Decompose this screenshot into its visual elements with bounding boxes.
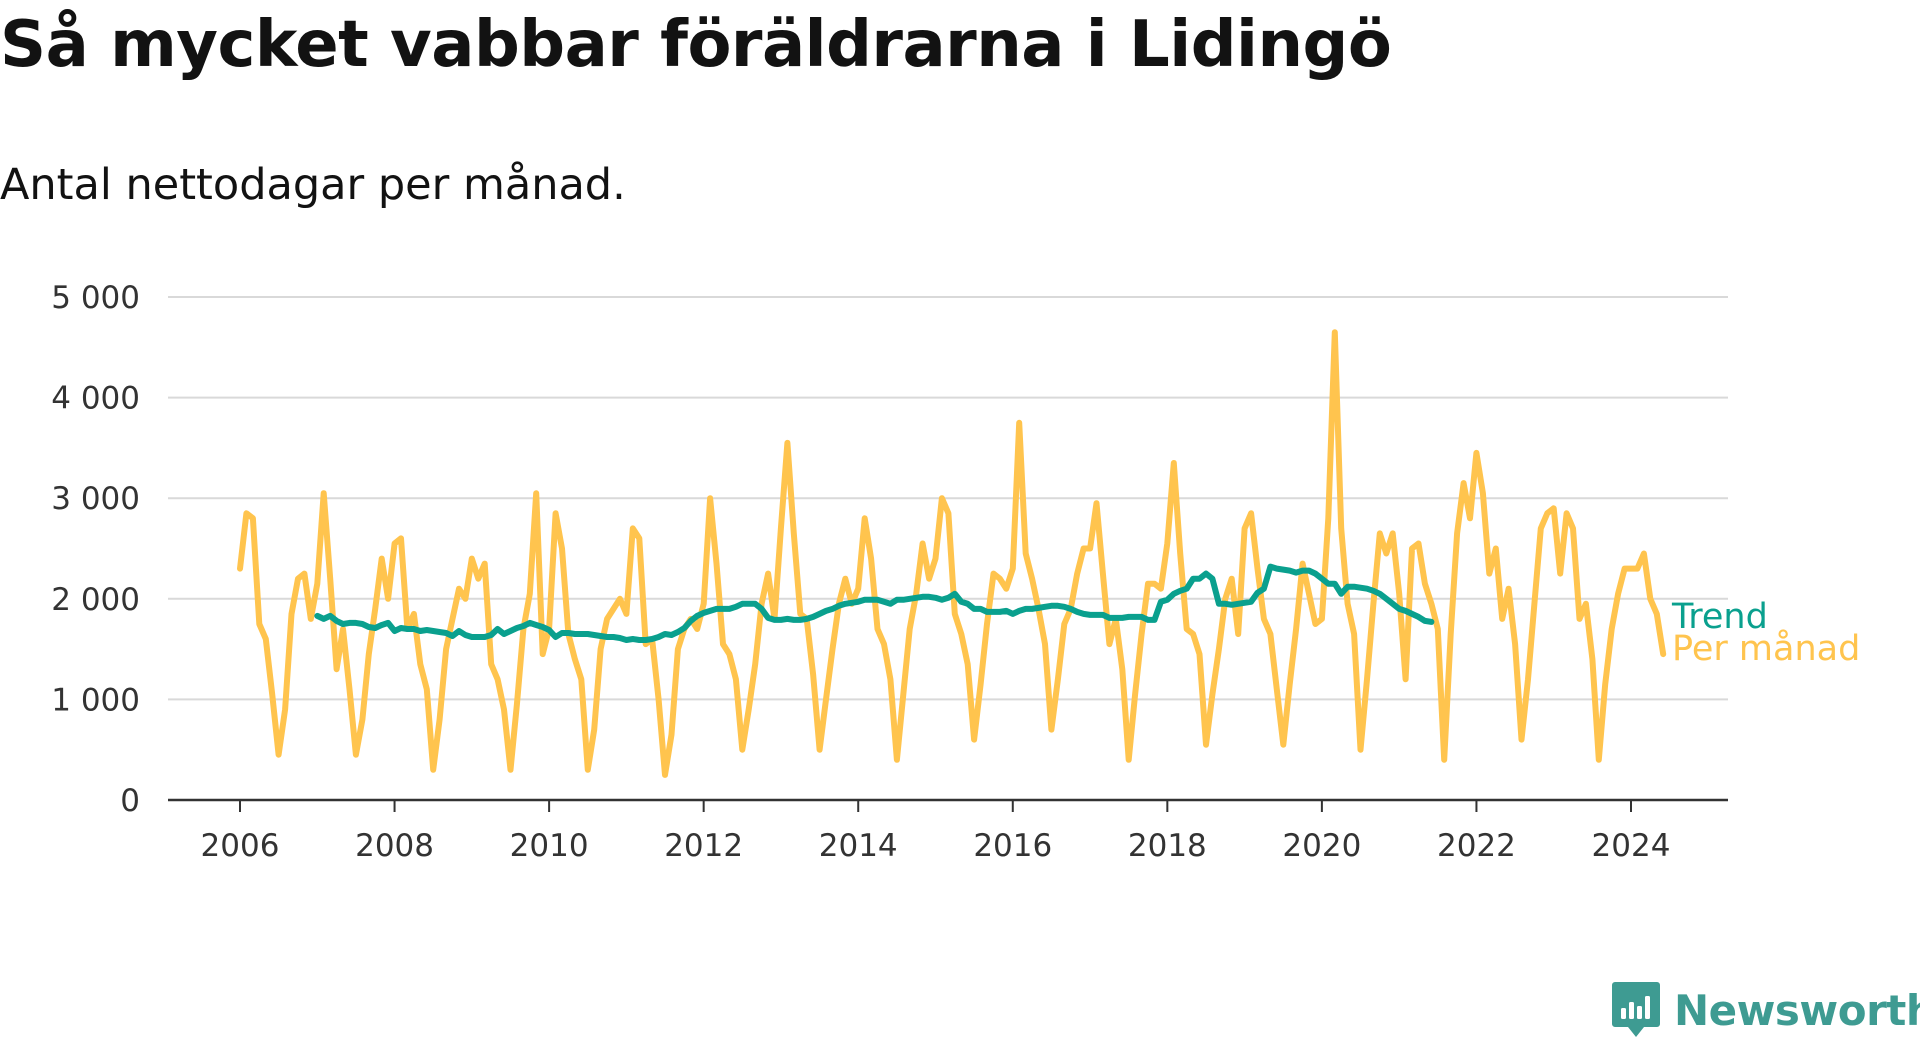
y-tick-label: 0 (120, 783, 140, 819)
x-tick-label: 2022 (1437, 828, 1516, 864)
x-tick-label: 2018 (1128, 828, 1207, 864)
page-title: Så mycket vabbar föräldrarna i Lidingö (0, 8, 1392, 82)
series-line-trend (314, 563, 1435, 643)
y-tick-label: 2 000 (51, 582, 140, 618)
x-tick-label: 2008 (355, 828, 434, 864)
x-tick-label: 2012 (664, 828, 743, 864)
series-label-per-m-nad: Per månad (1672, 628, 1860, 669)
y-tick-label: 1 000 (51, 682, 140, 718)
x-tick-label: 2020 (1282, 828, 1361, 864)
x-tick-label: 2010 (510, 828, 589, 864)
newsworthy-logo: Newsworthy (1612, 982, 1920, 1038)
x-tick-label: 2006 (201, 828, 280, 864)
page-subtitle: Antal nettodagar per månad. (0, 160, 626, 210)
brand-name: Newsworthy (1674, 985, 1920, 1035)
x-tick-label: 2016 (973, 828, 1052, 864)
x-tick-label: 2024 (1592, 828, 1671, 864)
y-tick-label: 4 000 (51, 381, 140, 417)
y-tick-label: 5 000 (51, 280, 140, 316)
x-tick-label: 2014 (819, 828, 898, 864)
bar-chart-badge-icon (1612, 982, 1660, 1037)
series-line-per-m-nad (237, 329, 1667, 778)
series-label-trend: Trend (1671, 597, 1768, 637)
y-tick-label: 3 000 (51, 481, 140, 517)
